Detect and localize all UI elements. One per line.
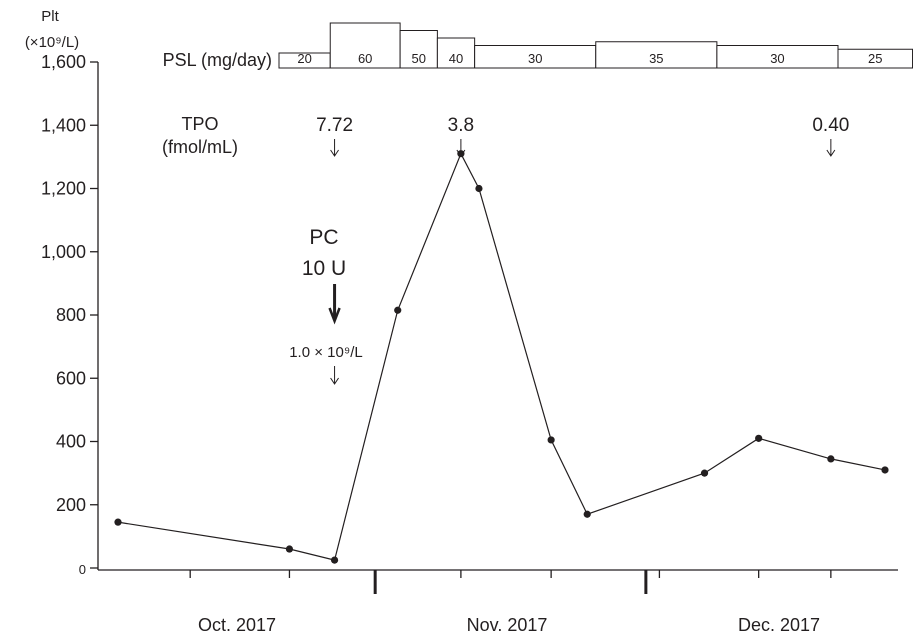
data-point [700,469,709,477]
y-tick-label: 1,400 [41,115,86,135]
psl-dose-label: 40 [449,51,463,66]
data-point [755,434,763,442]
month-label-dec: Dec. 2017 [738,615,820,635]
psl-dose-label: 35 [649,51,663,66]
psl-label: PSL (mg/day) [163,50,272,70]
psl-dose-label: 20 [297,51,311,66]
tpo-label: TPO [181,114,218,134]
tpo-value-label: 7.72 [316,115,353,136]
y-axis-unit: (×10⁹/L) [25,34,79,51]
psl-dose-label: 60 [358,51,372,66]
data-point [330,556,339,564]
tpo-unit: (fmol/mL) [162,137,238,157]
tpo-value-label: 3.8 [448,115,474,136]
data-point [583,510,591,518]
pc-units: 10 U [302,257,346,280]
data-point [457,150,465,158]
pc-arrow-head [328,307,341,325]
psl-dose-bar [436,37,476,69]
y-ticks: 0 200 400 600 800 1,000 1,200 1,400 1,600 [41,52,98,577]
y-tick-label: 200 [56,495,86,515]
data-point [547,436,555,444]
data-point [881,466,889,474]
psl-dose-bar [595,41,718,69]
y-tick-label: 600 [56,368,86,388]
psl-dose-label: 30 [528,51,542,66]
psl-dose-bars: 20 60 50 40 30 35 30 25 [278,22,913,69]
platelet-series [114,150,889,564]
pc-label: PC [309,226,338,249]
tpo-value-label: 0.40 [812,115,849,136]
psl-dose-bar [399,30,438,69]
psl-dose-label: 25 [868,51,882,66]
data-point [475,184,483,193]
psl-dose-label: 50 [412,51,426,66]
tpo-arrow [330,139,339,157]
data-point [827,455,835,463]
pc-dose-label: 1.0 × 10⁹/L [289,344,363,361]
data-point [285,545,294,553]
pc-arrow [328,284,341,325]
data-point [394,306,402,314]
y-tick-label: 1,600 [41,52,86,72]
axes [97,62,898,571]
pc-dose-arrow [330,366,339,385]
psl-dose-bar [329,22,401,69]
platelet-line [117,152,886,561]
data-point [114,518,122,526]
y-tick-label: 800 [56,305,86,325]
tpo-arrow [826,139,836,157]
y-axis-label: Plt [41,8,59,25]
y-tick-label: 0 [79,562,86,577]
y-tick-label: 1,200 [41,179,86,199]
y-tick-label: 1,000 [41,242,86,262]
month-label-oct: Oct. 2017 [198,615,276,635]
month-label-nov: Nov. 2017 [467,615,548,635]
y-tick-label: 400 [56,432,86,452]
psl-dose-label: 30 [770,51,784,66]
x-ticks [189,570,832,594]
pc-dose-arrow-line [330,366,339,385]
tpo-values: 7.72 3.8 0.40 [316,115,849,157]
